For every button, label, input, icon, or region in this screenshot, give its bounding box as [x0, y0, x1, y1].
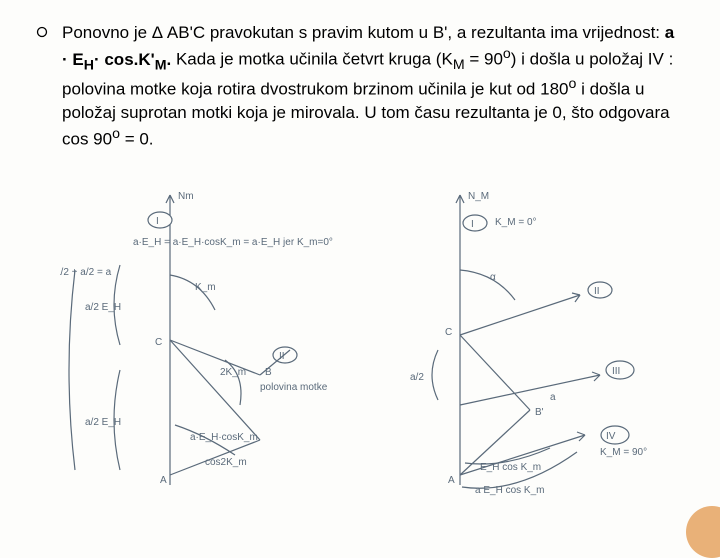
- right-km0: K_M = 0°: [495, 217, 537, 228]
- left-km: K_m: [195, 282, 216, 293]
- right-IV: IV: [606, 431, 616, 442]
- t13: o: [112, 126, 120, 142]
- t3: · cos.K': [94, 50, 155, 69]
- right-axis: N_M: [468, 191, 489, 202]
- t0: Ponovno je Δ AB'C pravokutan s pravim ku…: [62, 23, 665, 42]
- right-a: a: [550, 392, 556, 403]
- t2: H: [84, 57, 94, 73]
- left-polovina: polovina motke: [260, 382, 328, 393]
- diagram: Nm I a·E_H = a·E_H·cosK_m = a·E_H jer K_…: [60, 175, 680, 505]
- t9: o: [503, 46, 511, 62]
- right-B: B': [535, 407, 544, 418]
- left-coskm: a·E_H·cosK_m: [190, 432, 258, 443]
- left-br-sum: a/2 + a/2 = a: [60, 267, 112, 278]
- right-C: C: [445, 327, 452, 338]
- right-II: II: [594, 286, 600, 297]
- t6: Kada je motka učinila četvrt kruga (K: [176, 50, 453, 69]
- right-a2: a/2: [410, 372, 424, 383]
- t8: = 90: [465, 50, 503, 69]
- t14: = 0.: [120, 129, 154, 148]
- right-aehcos: a E_H cos K_m: [475, 485, 544, 496]
- t5: .: [167, 50, 176, 69]
- bullet-text: Ponovno je Δ AB'C pravokutan s pravim ku…: [62, 22, 684, 151]
- left-figure: Nm I a·E_H = a·E_H·cosK_m = a·E_H jer K_…: [60, 191, 333, 486]
- t7: M: [453, 57, 465, 73]
- left-formula: a·E_H = a·E_H·cosK_m = a·E_H jer K_m=0°: [133, 237, 333, 248]
- left-axis-label: Nm: [178, 191, 194, 202]
- t4: M: [155, 57, 167, 73]
- left-A: A: [160, 475, 167, 486]
- slide-content: Ponovno je Δ AB'C pravokutan s pravim ku…: [0, 0, 720, 151]
- right-A: A: [448, 475, 455, 486]
- right-III: III: [612, 366, 620, 377]
- right-I: I: [471, 219, 474, 230]
- right-alpha: α: [490, 272, 496, 283]
- left-I: I: [156, 216, 159, 227]
- bullet-item: Ponovno je Δ AB'C pravokutan s pravim ku…: [36, 22, 684, 151]
- left-br-top: a/2 E_H: [85, 302, 121, 313]
- left-br-bot: a/2 E_H: [85, 417, 121, 428]
- right-km90: K_M = 90°: [600, 447, 647, 458]
- bullet-icon: [36, 25, 48, 43]
- right-figure: N_M I K_M = 0° α II C III a B' A: [410, 191, 647, 496]
- left-2km: 2K_m: [220, 367, 246, 378]
- left-C: C: [155, 337, 162, 348]
- left-cos2km: cos2K_m: [205, 457, 247, 468]
- decorative-circle: [686, 506, 720, 558]
